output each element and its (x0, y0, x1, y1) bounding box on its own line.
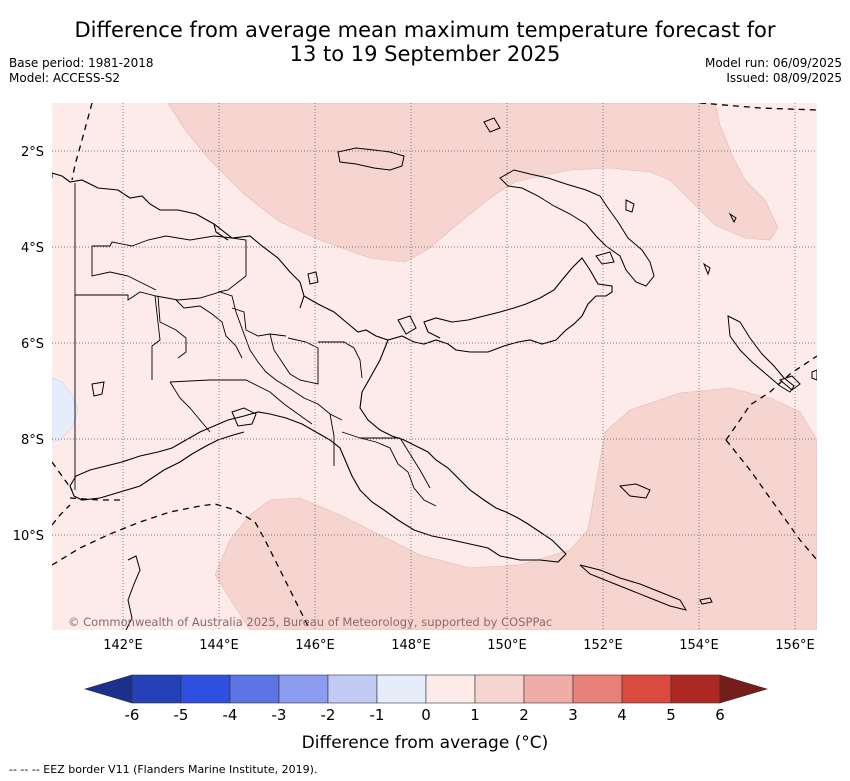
colorbar-tick: 6 (715, 706, 725, 724)
graticule (52, 103, 817, 630)
lon-label-144: 144°E (199, 638, 239, 653)
issued-label: Issued: 08/09/2025 (726, 71, 842, 85)
lon-label-150: 150°E (487, 638, 527, 653)
colorbar-segment (229, 674, 280, 704)
colorbar-segment (670, 674, 721, 704)
colorbar-segment (621, 674, 672, 704)
colorbar-extension-low (83, 674, 133, 704)
colorbar-segment (131, 674, 182, 704)
lat-label-4s: 4°S (21, 241, 44, 256)
colorbar-segment (327, 674, 378, 704)
lon-label-146: 146°E (295, 638, 335, 653)
model-label: Model: ACCESS-S2 (9, 71, 121, 85)
map-title-line-2: 13 to 19 September 2025 (289, 42, 561, 66)
islands (91, 117, 817, 630)
warm-region-south (214, 387, 817, 630)
colorbar-segment (523, 674, 574, 704)
colorbar-tick: -1 (370, 706, 385, 724)
colorbar-tick: 0 (421, 706, 431, 724)
lat-label-10s: 10°S (13, 529, 44, 544)
base-period-label: Base period: 1981-2018 (9, 56, 154, 70)
colorbar-segment (425, 674, 476, 704)
meta-right: Model run: 06/09/2025 Issued: 08/09/2025 (705, 56, 842, 86)
colorbar-tick: 5 (666, 706, 676, 724)
colorbar-segments (83, 674, 769, 704)
eez-footnote: -- -- -- EEZ border V11 (Flanders Marine… (9, 763, 318, 776)
eez-borders (52, 103, 817, 630)
colorbar-extension-high (719, 674, 769, 704)
colorbar-segment (572, 674, 623, 704)
lon-label-156: 156°E (775, 638, 815, 653)
copyright-notice: © Commonwealth of Australia 2025, Bureau… (68, 615, 552, 629)
colorbar-tick: 3 (568, 706, 578, 724)
warm-region-north (167, 103, 779, 263)
colorbar-tick: -5 (174, 706, 189, 724)
colorbar-tick: 4 (617, 706, 627, 724)
lon-label-142: 142°E (103, 638, 143, 653)
meta-left: Base period: 1981-2018 Model: ACCESS-S2 (9, 56, 154, 86)
lat-label-6s: 6°S (21, 337, 44, 352)
coastline-new-guinea (52, 172, 613, 563)
colorbar-tick: -6 (125, 706, 140, 724)
lon-label-154: 154°E (679, 638, 719, 653)
lon-label-148: 148°E (391, 638, 431, 653)
model-run-label: Model run: 06/09/2025 (704, 56, 842, 70)
map-title: Difference from average mean maximum tem… (0, 18, 850, 66)
colorbar-tick: -3 (272, 706, 287, 724)
lat-label-8s: 8°S (21, 433, 44, 448)
map-title-line-1: Difference from average mean maximum tem… (74, 18, 776, 42)
colorbar-tick: 2 (519, 706, 529, 724)
colorbar-tick: 1 (470, 706, 480, 724)
colorbar-segment (376, 674, 427, 704)
colorbar-ticks: -6 -5 -4 -3 -2 -1 0 1 2 3 4 5 6 (125, 706, 725, 724)
colorbar-segment (474, 674, 525, 704)
colorbar-title: Difference from average (°C) (301, 733, 549, 753)
province-borders (74, 183, 437, 507)
colorbar-tick: -2 (321, 706, 336, 724)
lat-label-2s: 2°S (21, 145, 44, 160)
lon-label-152: 152°E (583, 638, 623, 653)
colorbar-segment (278, 674, 329, 704)
colorbar-segment (180, 674, 231, 704)
colorbar-tick: -4 (223, 706, 238, 724)
